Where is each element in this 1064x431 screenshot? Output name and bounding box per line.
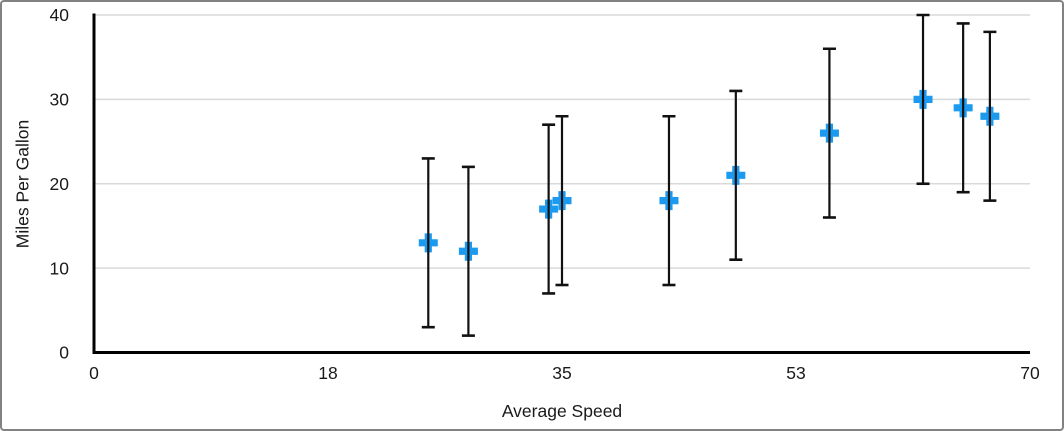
x-tick-label: 18	[318, 363, 337, 383]
y-tick-label: 10	[50, 258, 70, 278]
x-tick-label: 70	[1020, 363, 1040, 383]
x-tick-label: 35	[552, 363, 571, 383]
y-tick-label: 0	[59, 343, 69, 363]
y-tick-label: 20	[50, 174, 70, 194]
x-tick-label: 53	[786, 363, 805, 383]
x-tick-label: 0	[89, 363, 99, 383]
y-tick-label: 30	[50, 90, 70, 110]
y-tick-label: 40	[50, 5, 70, 25]
x-axis-title: Average Speed	[501, 401, 623, 421]
y-axis-title: Miles Per Gallon	[12, 119, 33, 249]
